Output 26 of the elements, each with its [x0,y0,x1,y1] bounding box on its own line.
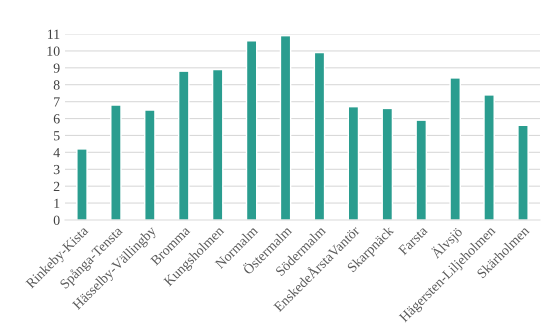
bar [517,124,529,220]
y-tick-label: 7 [54,97,60,106]
y-tick-label: 0 [54,216,60,225]
bar [110,104,122,220]
y-tick-label: 1 [54,198,60,208]
y-tick-label: 2 [54,182,60,191]
bar [415,120,428,220]
bar [178,70,190,220]
bar [314,52,326,220]
y-tick-label: 9 [54,63,60,73]
bar [144,109,156,220]
bar [76,148,88,220]
y-tick-label: 11 [48,30,60,39]
y-tick-label: 8 [54,80,60,90]
y-tick-label: 4 [53,148,60,158]
bar [483,94,495,220]
y-tick-label: 6 [54,114,60,124]
y-tick-label: 3 [54,164,60,174]
bar [246,40,258,220]
bar [382,108,394,220]
y-tick-label: 10 [47,46,60,56]
bar [212,68,224,220]
bar [449,77,461,220]
bar [348,106,360,220]
bar [280,34,292,220]
y-tick-label: 5 [54,131,60,140]
